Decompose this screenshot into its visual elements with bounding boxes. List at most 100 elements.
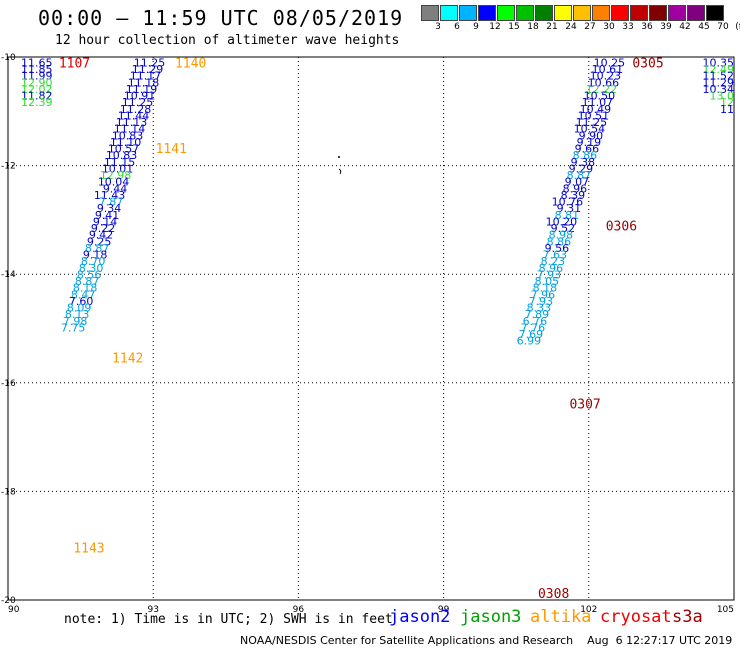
wave-height-value: 8.87 [567, 169, 592, 182]
wave-height-value: 10.50 [584, 90, 616, 103]
track-t0305: 10.2510.6110.2310.6612.2210.5011.0710.49… [517, 56, 625, 347]
color-swatch [535, 5, 553, 21]
wave-height-value: 7.60 [69, 295, 94, 308]
wave-height-value: 11.29 [703, 76, 735, 89]
x-tick-label: 102 [580, 605, 597, 615]
color-scale-label: 9 [473, 22, 479, 32]
wave-height-value: 8.96 [563, 182, 588, 195]
wave-height-value: 9.56 [545, 242, 570, 255]
wave-height-value: 11.19 [126, 83, 158, 96]
wave-height-value: 9.66 [575, 143, 600, 156]
wave-height-value: 10.83 [106, 149, 138, 162]
wave-height-value: 11.85 [21, 63, 53, 76]
wave-height-value: 11.82 [21, 90, 53, 103]
color-scale-label: 30 [603, 22, 615, 32]
wave-height-value: 11 [720, 103, 734, 116]
color-swatch [516, 5, 534, 21]
y-tick-label: -18 [1, 487, 16, 497]
wave-height-value: 10.91 [124, 90, 156, 103]
track-t1140: 11.2511.2911.1711.1811.1910.9111.2511.28… [61, 56, 165, 334]
wave-height-value: 8.39 [561, 189, 586, 202]
pass-time-label: 1141 [156, 142, 187, 157]
wave-height-value: 8.09 [67, 302, 92, 315]
y-tick-label: -16 [1, 379, 16, 389]
color-scale-label: (ft) [735, 22, 740, 32]
wave-height-value: 9.31 [557, 202, 582, 215]
color-scale-label: 33 [622, 22, 634, 32]
color-swatch [421, 5, 439, 21]
wave-height-value: 7.69 [519, 328, 544, 341]
wave-height-value: 9.38 [571, 156, 596, 169]
wave-height-value: 11.15 [104, 156, 136, 169]
x-tick-label: 90 [8, 605, 20, 615]
satellite-legend-s3a: s3a [672, 607, 703, 627]
wave-height-value: 9.90 [579, 129, 604, 142]
wave-height-value: 7.98 [63, 315, 88, 328]
color-swatch [478, 5, 496, 21]
color-scale-label: 15 [508, 22, 520, 32]
wave-height-value: 7.93 [529, 295, 554, 308]
wave-height-value: 8.86 [547, 235, 572, 248]
color-scale-label: 18 [527, 22, 539, 32]
wave-height-value: 8.18 [73, 282, 98, 295]
wave-height-value: 7.96 [531, 288, 556, 301]
y-tick-label: -12 [1, 162, 16, 172]
wave-height-value: 11.44 [118, 109, 150, 122]
wave-height-value: 6.76 [523, 315, 548, 328]
wave-height-value: 9.22 [91, 222, 116, 235]
wave-height-value: 9.52 [551, 222, 576, 235]
wave-height-value: 10.54 [574, 123, 606, 136]
wave-height-value: 12.90 [21, 76, 53, 89]
wave-height-value: 9.34 [97, 202, 122, 215]
color-scale-label: 21 [546, 22, 558, 32]
note-text: note: 1) Time is in UTC; 2) SWH is in fe… [64, 612, 393, 627]
wave-height-value: 10.23 [590, 70, 622, 83]
wave-height-value: 7.87 [99, 196, 124, 209]
wave-height-value: 12.49 [703, 63, 735, 76]
pass-time-label: 0307 [569, 397, 600, 412]
color-scale-label: 24 [565, 22, 577, 32]
wave-height-tracks: 11.6511.8511.9912.9012.0211.8212.3911.25… [21, 56, 734, 347]
wave-height-value: 11.13 [116, 116, 148, 129]
wave-height-value: 8.18 [533, 282, 558, 295]
color-swatch [668, 5, 686, 21]
color-scale-label: 12 [489, 22, 501, 32]
x-tick-label: 96 [293, 605, 305, 615]
wave-height-value: 9.07 [565, 176, 590, 189]
page-title: 00:00 – 11:59 UTC 08/05/2019 [38, 6, 404, 30]
wave-height-value: 7.63 [543, 249, 568, 262]
wave-height-value: 8.05 [535, 275, 560, 288]
color-scale-label: 45 [698, 22, 710, 32]
wave-height-value: 9.14 [93, 215, 118, 228]
color-scale-label: 42 [679, 22, 691, 32]
wave-height-value: 8.33 [527, 302, 552, 315]
y-tick-label: -10 [1, 53, 16, 63]
x-tick-label: 105 [717, 605, 734, 615]
wave-height-value: 11.25 [122, 96, 154, 109]
wave-height-value: 11.65 [21, 56, 53, 69]
wave-height-value: 11.25 [134, 56, 166, 69]
wave-height-value: 11.99 [21, 70, 53, 83]
color-swatch [706, 5, 724, 21]
wave-height-value: 12.39 [21, 96, 53, 109]
wave-height-value: 11.43 [94, 189, 126, 202]
wave-height-value: 9.44 [103, 182, 128, 195]
color-swatch [440, 5, 458, 21]
wave-height-value: 8.86 [573, 149, 598, 162]
wave-height-value: 11.07 [582, 96, 614, 109]
y-tick-label: -20 [1, 596, 16, 606]
wave-height-value: 6.99 [517, 335, 542, 348]
wave-height-value: 11.18 [128, 76, 160, 89]
color-swatch [554, 5, 572, 21]
wave-height-value: 8.30 [79, 262, 104, 275]
color-swatch [649, 5, 667, 21]
footer-credit: NOAA/NESDIS Center for Satellite Applica… [240, 634, 733, 647]
satellite-legend-cryosat: cryosat [600, 607, 672, 627]
wave-height-value: 9.29 [569, 162, 594, 175]
pass-time-label: 0306 [606, 219, 637, 234]
wave-height-value: 11.17 [130, 70, 162, 83]
wave-height-value: 8.47 [71, 288, 96, 301]
wave-height-value: 10.66 [588, 76, 620, 89]
